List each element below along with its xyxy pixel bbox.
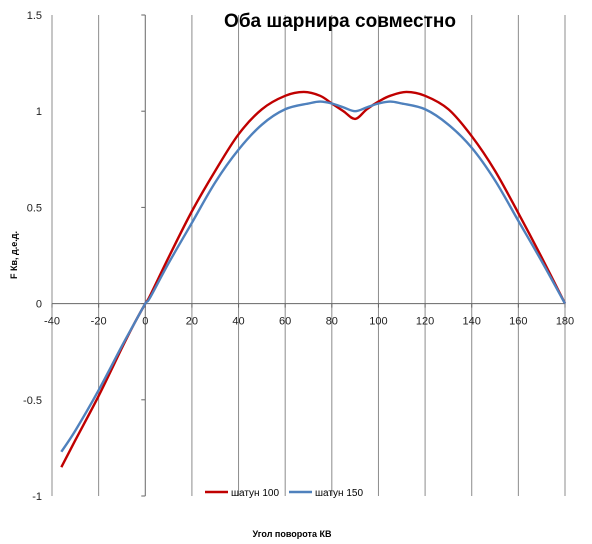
legend-label-series-1: шатун 100 xyxy=(231,488,279,499)
x-tick-label-10: 160 xyxy=(509,316,527,328)
x-axis-label: Угол поворота КВ xyxy=(253,529,332,539)
x-tick-label-6: 80 xyxy=(326,316,338,328)
chart-title: Оба шарнира совместно xyxy=(224,11,456,32)
series-lines xyxy=(60,90,567,468)
x-tick-label-7: 100 xyxy=(369,316,387,328)
y-tick-labels: 1.5 1 0.5 0 -0.5 -1 xyxy=(23,10,42,503)
series-line-2 xyxy=(60,100,567,453)
x-tick-label-8: 120 xyxy=(416,316,434,328)
x-tick-label-1: -20 xyxy=(91,316,107,328)
x-tick-label-9: 140 xyxy=(463,316,481,328)
y-axis-label: F Кв, д.е.д. xyxy=(9,231,19,279)
x-tick-label-3: 20 xyxy=(186,316,198,328)
legend-label-series-2: шатун 150 xyxy=(315,488,363,499)
x-tick-label-4: 40 xyxy=(232,316,244,328)
x-tick-label-2: 0 xyxy=(142,316,148,328)
x-tick-labels: -40 -20 0 20 40 60 80 100 120 140 160 180 xyxy=(44,316,574,328)
y-tick-label-1: 1 xyxy=(36,106,42,118)
y-tick-label-2: 0.5 xyxy=(27,202,42,214)
x-tick-label-0: -40 xyxy=(44,316,60,328)
y-tick-label-3: 0 xyxy=(36,299,42,311)
y-tick-label-4: -0.5 xyxy=(23,395,42,407)
x-tick-label-5: 60 xyxy=(279,316,291,328)
y-tick-label-5: -1 xyxy=(32,491,42,503)
grid-lines xyxy=(51,15,566,496)
y-tick-label-0: 1.5 xyxy=(27,10,42,22)
axes xyxy=(51,14,566,497)
legend: шатун 100 шатун 150 xyxy=(205,488,363,499)
x-tick-label-11: 180 xyxy=(556,316,574,328)
